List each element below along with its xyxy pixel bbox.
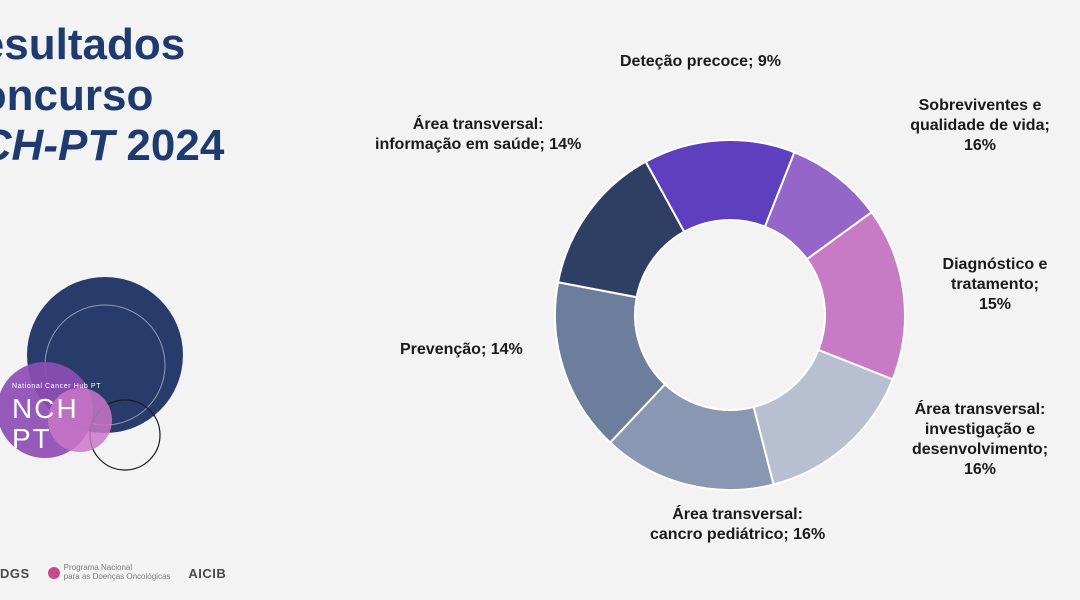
partner-logo: Programa Nacional para as Doenças Oncoló… xyxy=(48,564,171,582)
slice-label: Área transversal: informação em saúde; 1… xyxy=(375,115,581,155)
partner-logos: DGS Programa Nacional para as Doenças Onc… xyxy=(0,564,226,582)
slice-label: Área transversal: investigação e desenvo… xyxy=(910,400,1050,480)
logo-main2: PT xyxy=(12,423,52,454)
title-line3-italic: NCH-PT xyxy=(0,121,114,170)
slice-label: Sobreviventes e qualidade de vida; 16% xyxy=(910,96,1050,156)
slice-label: Deteção precoce; 9% xyxy=(620,52,781,72)
title-line3-rest: 2024 xyxy=(114,121,224,170)
logo-main1: NCH xyxy=(12,393,79,424)
title-line2: Concurso xyxy=(0,71,153,120)
nch-logo: National Cancer Hub PT NCH PT xyxy=(0,270,210,490)
donut-svg xyxy=(540,100,920,530)
page-title: Resultados Concurso NCH-PT 2024 xyxy=(0,20,224,172)
slice-label: Prevenção; 14% xyxy=(400,340,523,360)
partner-logo: AICIB xyxy=(188,566,226,581)
donut-slice xyxy=(754,350,893,485)
partner-logo: DGS xyxy=(0,566,30,581)
slice-label: Diagnóstico e tratamento; 15% xyxy=(940,255,1050,315)
donut-chart: Sobreviventes e qualidade de vida; 16% Di… xyxy=(410,60,1050,580)
slice-label: Área transversal: cancro pediátrico; 16% xyxy=(650,505,825,545)
title-line1: Resultados xyxy=(0,20,185,69)
logo-subtext: National Cancer Hub PT xyxy=(12,383,101,390)
